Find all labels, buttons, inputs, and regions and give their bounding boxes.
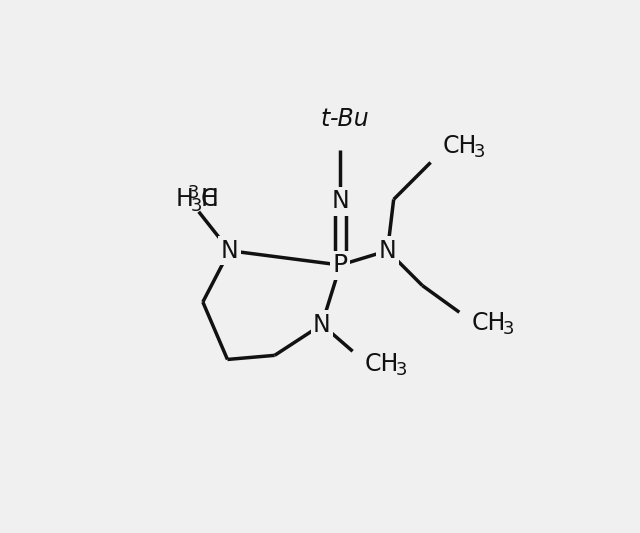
Text: CH: CH: [472, 311, 506, 335]
Text: C: C: [201, 188, 217, 212]
Text: CH: CH: [443, 134, 477, 158]
Text: 3: 3: [502, 320, 514, 338]
Text: CH: CH: [365, 352, 399, 376]
Text: N: N: [332, 189, 349, 213]
Text: P: P: [333, 253, 348, 277]
Text: H: H: [175, 188, 193, 212]
Text: H: H: [201, 188, 219, 212]
Text: 3: 3: [191, 197, 202, 215]
Text: 3: 3: [188, 184, 199, 202]
Text: 3: 3: [396, 361, 407, 379]
Text: t: t: [321, 107, 330, 131]
Text: N: N: [221, 239, 238, 263]
Text: 3: 3: [474, 143, 485, 161]
Text: N: N: [379, 239, 396, 263]
Text: N: N: [313, 312, 331, 336]
Text: -Bu: -Bu: [330, 107, 370, 131]
